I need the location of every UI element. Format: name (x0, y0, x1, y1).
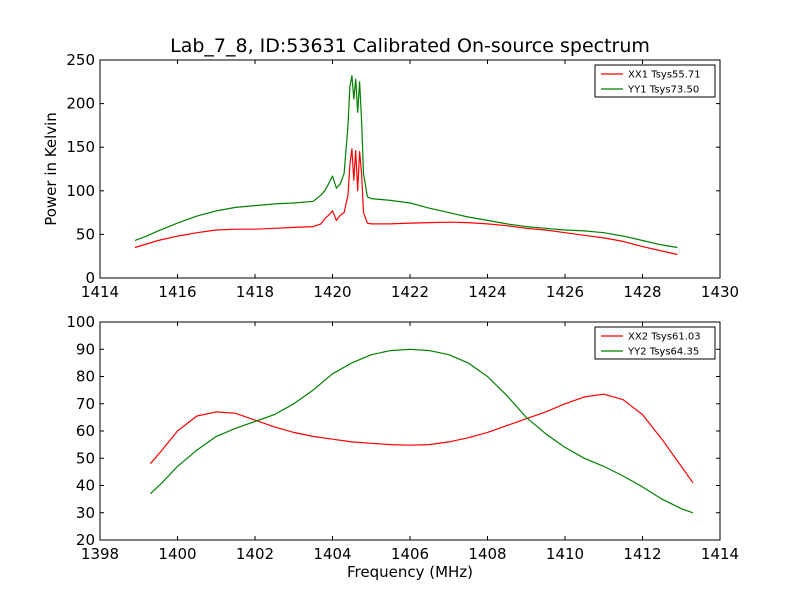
chart-title: Lab_7_8, ID:53631 Calibrated On-source s… (170, 35, 650, 57)
legend-box (594, 64, 716, 98)
x-tick-label: 1420 (313, 283, 351, 301)
y-tick-label: 150 (66, 138, 95, 156)
x-tick-label: 1406 (391, 545, 429, 563)
y-tick-label: 60 (76, 422, 95, 440)
y-tick-label: 70 (76, 395, 95, 413)
y-tick-label: 90 (76, 340, 95, 358)
x-tick-label: 1404 (313, 545, 351, 563)
x-tick-label: 1414 (81, 283, 119, 301)
legend-label: YY1 Tsys73.50 (627, 85, 699, 96)
y-tick-label: 0 (85, 269, 95, 287)
x-tick-label: 1402 (236, 545, 274, 563)
upper-plot: 1414 1416 1418 1420 1422 1424 1426 1428 1430 0 50 1… (42, 51, 739, 301)
y-tick-label: 100 (66, 313, 95, 331)
y-tick-label: 50 (76, 449, 95, 467)
legend-label: XX1 Tsys55.71 (628, 70, 701, 81)
series-line-xx (149, 393, 694, 484)
x-tick-label: 1430 (701, 283, 739, 301)
y-tick-label: 30 (76, 504, 95, 522)
legend-box (594, 326, 716, 360)
y-tick-label: 100 (66, 182, 95, 200)
lower-plot: 1398 1400 1402 1404 1406 1408 1410 1412 1414 20 30… (66, 313, 739, 581)
x-tick-label: 1422 (391, 283, 429, 301)
legend: XX1 Tsys55.71 YY1 Tsys73.50 (594, 64, 716, 98)
series-line-yy (134, 75, 678, 249)
x-tick-label: 1410 (546, 545, 584, 563)
x-tick-label: 1424 (468, 283, 506, 301)
x-tick-label: 1398 (81, 545, 119, 563)
y-tick-label: 80 (76, 368, 95, 386)
y-tick-label: 50 (76, 225, 95, 243)
x-tick-label: 1416 (158, 283, 196, 301)
legend-label: XX2 Tsys61.03 (628, 332, 701, 343)
x-tick-label: 1412 (623, 545, 661, 563)
series-line-xx (134, 148, 678, 256)
x-axis-label: Frequency (MHz) (347, 563, 473, 581)
x-tick-label: 1408 (468, 545, 506, 563)
legend: XX2 Tsys61.03 YY2 Tsys64.35 (594, 326, 716, 360)
series-line-yy (149, 348, 694, 514)
x-tick-label: 1400 (158, 545, 196, 563)
x-tick-label: 1426 (546, 283, 584, 301)
x-tick-label: 1418 (236, 283, 274, 301)
x-tick-label: 1428 (623, 283, 661, 301)
y-tick-label: 250 (66, 51, 95, 69)
y-axis-label: Power in Kelvin (42, 112, 60, 226)
y-tick-label: 20 (76, 531, 95, 549)
y-tick-label: 40 (76, 477, 95, 495)
x-tick-label: 1414 (701, 545, 739, 563)
y-tick-label: 200 (66, 95, 95, 113)
legend-label: YY2 Tsys64.35 (627, 347, 699, 358)
